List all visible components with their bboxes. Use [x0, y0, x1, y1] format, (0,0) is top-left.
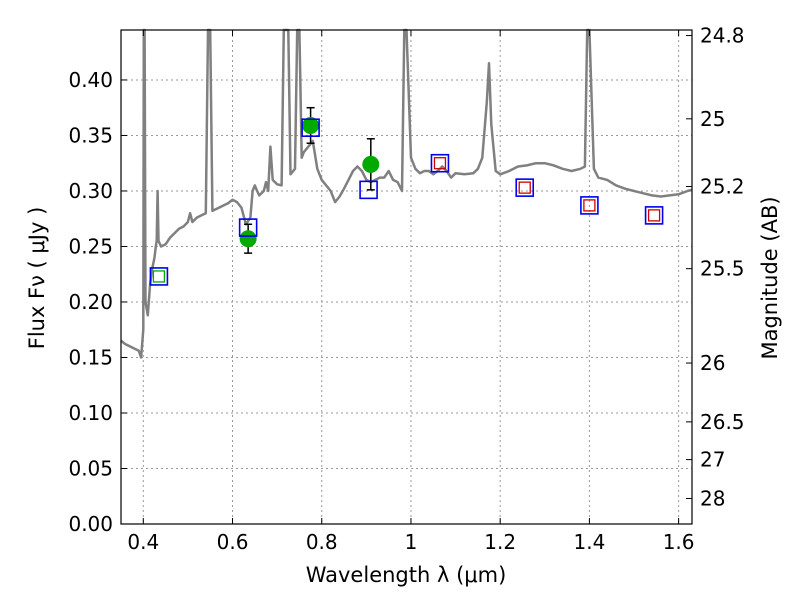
- y-tick-label: 0.00: [68, 512, 113, 536]
- x-tick-label: 0.6: [217, 530, 249, 554]
- y-tick-label: 0.40: [68, 68, 113, 92]
- inner-square-marker: [518, 181, 531, 194]
- y2-tick-label: 24.8: [700, 24, 745, 48]
- y2-tick-label: 28: [700, 486, 725, 510]
- y-axis-label: Flux Fν ( μJy ): [25, 207, 49, 350]
- grid-lines: [121, 30, 692, 524]
- x-tick-label: 0.8: [306, 530, 338, 554]
- model-photometry-square: [430, 153, 450, 173]
- model-photometry-square: [238, 218, 258, 237]
- y2-tick-label: 25: [700, 107, 725, 131]
- x-tick-label: 0.4: [127, 530, 159, 554]
- y2-tick-label: 27: [700, 448, 725, 472]
- model-spectrum-line: [120, 28, 693, 359]
- y-tick-label: 0.10: [68, 401, 113, 425]
- y2-tick-label: 26.5: [700, 410, 745, 434]
- model-photometry-square: [301, 118, 320, 137]
- axis-ticks: 0.4 0.6 0.8 1 1.2 1.4 1.6 0.00 0.05 0.10 0.15 0.20 0…: [68, 24, 744, 554]
- model-photometry-square: [149, 267, 169, 286]
- y-tick-label: 0.20: [68, 290, 113, 314]
- model-photometry-square: [515, 178, 535, 197]
- inner-square-marker: [433, 157, 447, 170]
- y2-axis-label: Magnitude (AB): [758, 196, 782, 359]
- plot-area: [120, 28, 693, 359]
- x-tick-label: 1.4: [573, 530, 605, 554]
- x-tick-label: 1.6: [663, 530, 695, 554]
- inner-square-marker: [647, 209, 661, 222]
- x-axis-label: Wavelength λ (μm): [306, 563, 507, 587]
- y-tick-label: 0.25: [68, 234, 113, 258]
- observed-photometry-point: [362, 155, 380, 173]
- plot-frame: [120, 29, 693, 525]
- y2-tick-label: 25.2: [700, 175, 745, 199]
- y-tick-label: 0.05: [68, 456, 113, 480]
- inner-square-marker: [583, 199, 596, 212]
- inner-square-marker: [152, 270, 166, 283]
- model-photometry-square: [359, 180, 378, 200]
- observed-photometry-point: [239, 230, 257, 248]
- y-tick-label: 0.35: [68, 123, 113, 147]
- model-photometry-square: [580, 196, 599, 215]
- model-photometry-square: [644, 206, 664, 225]
- y-tick-label: 0.15: [68, 345, 113, 369]
- y-tick-label: 0.30: [68, 179, 113, 203]
- y2-tick-label: 25.5: [700, 257, 745, 281]
- y2-tick-label: 26: [700, 351, 725, 375]
- x-tick-label: 1: [405, 530, 418, 554]
- x-tick-label: 1.2: [484, 530, 516, 554]
